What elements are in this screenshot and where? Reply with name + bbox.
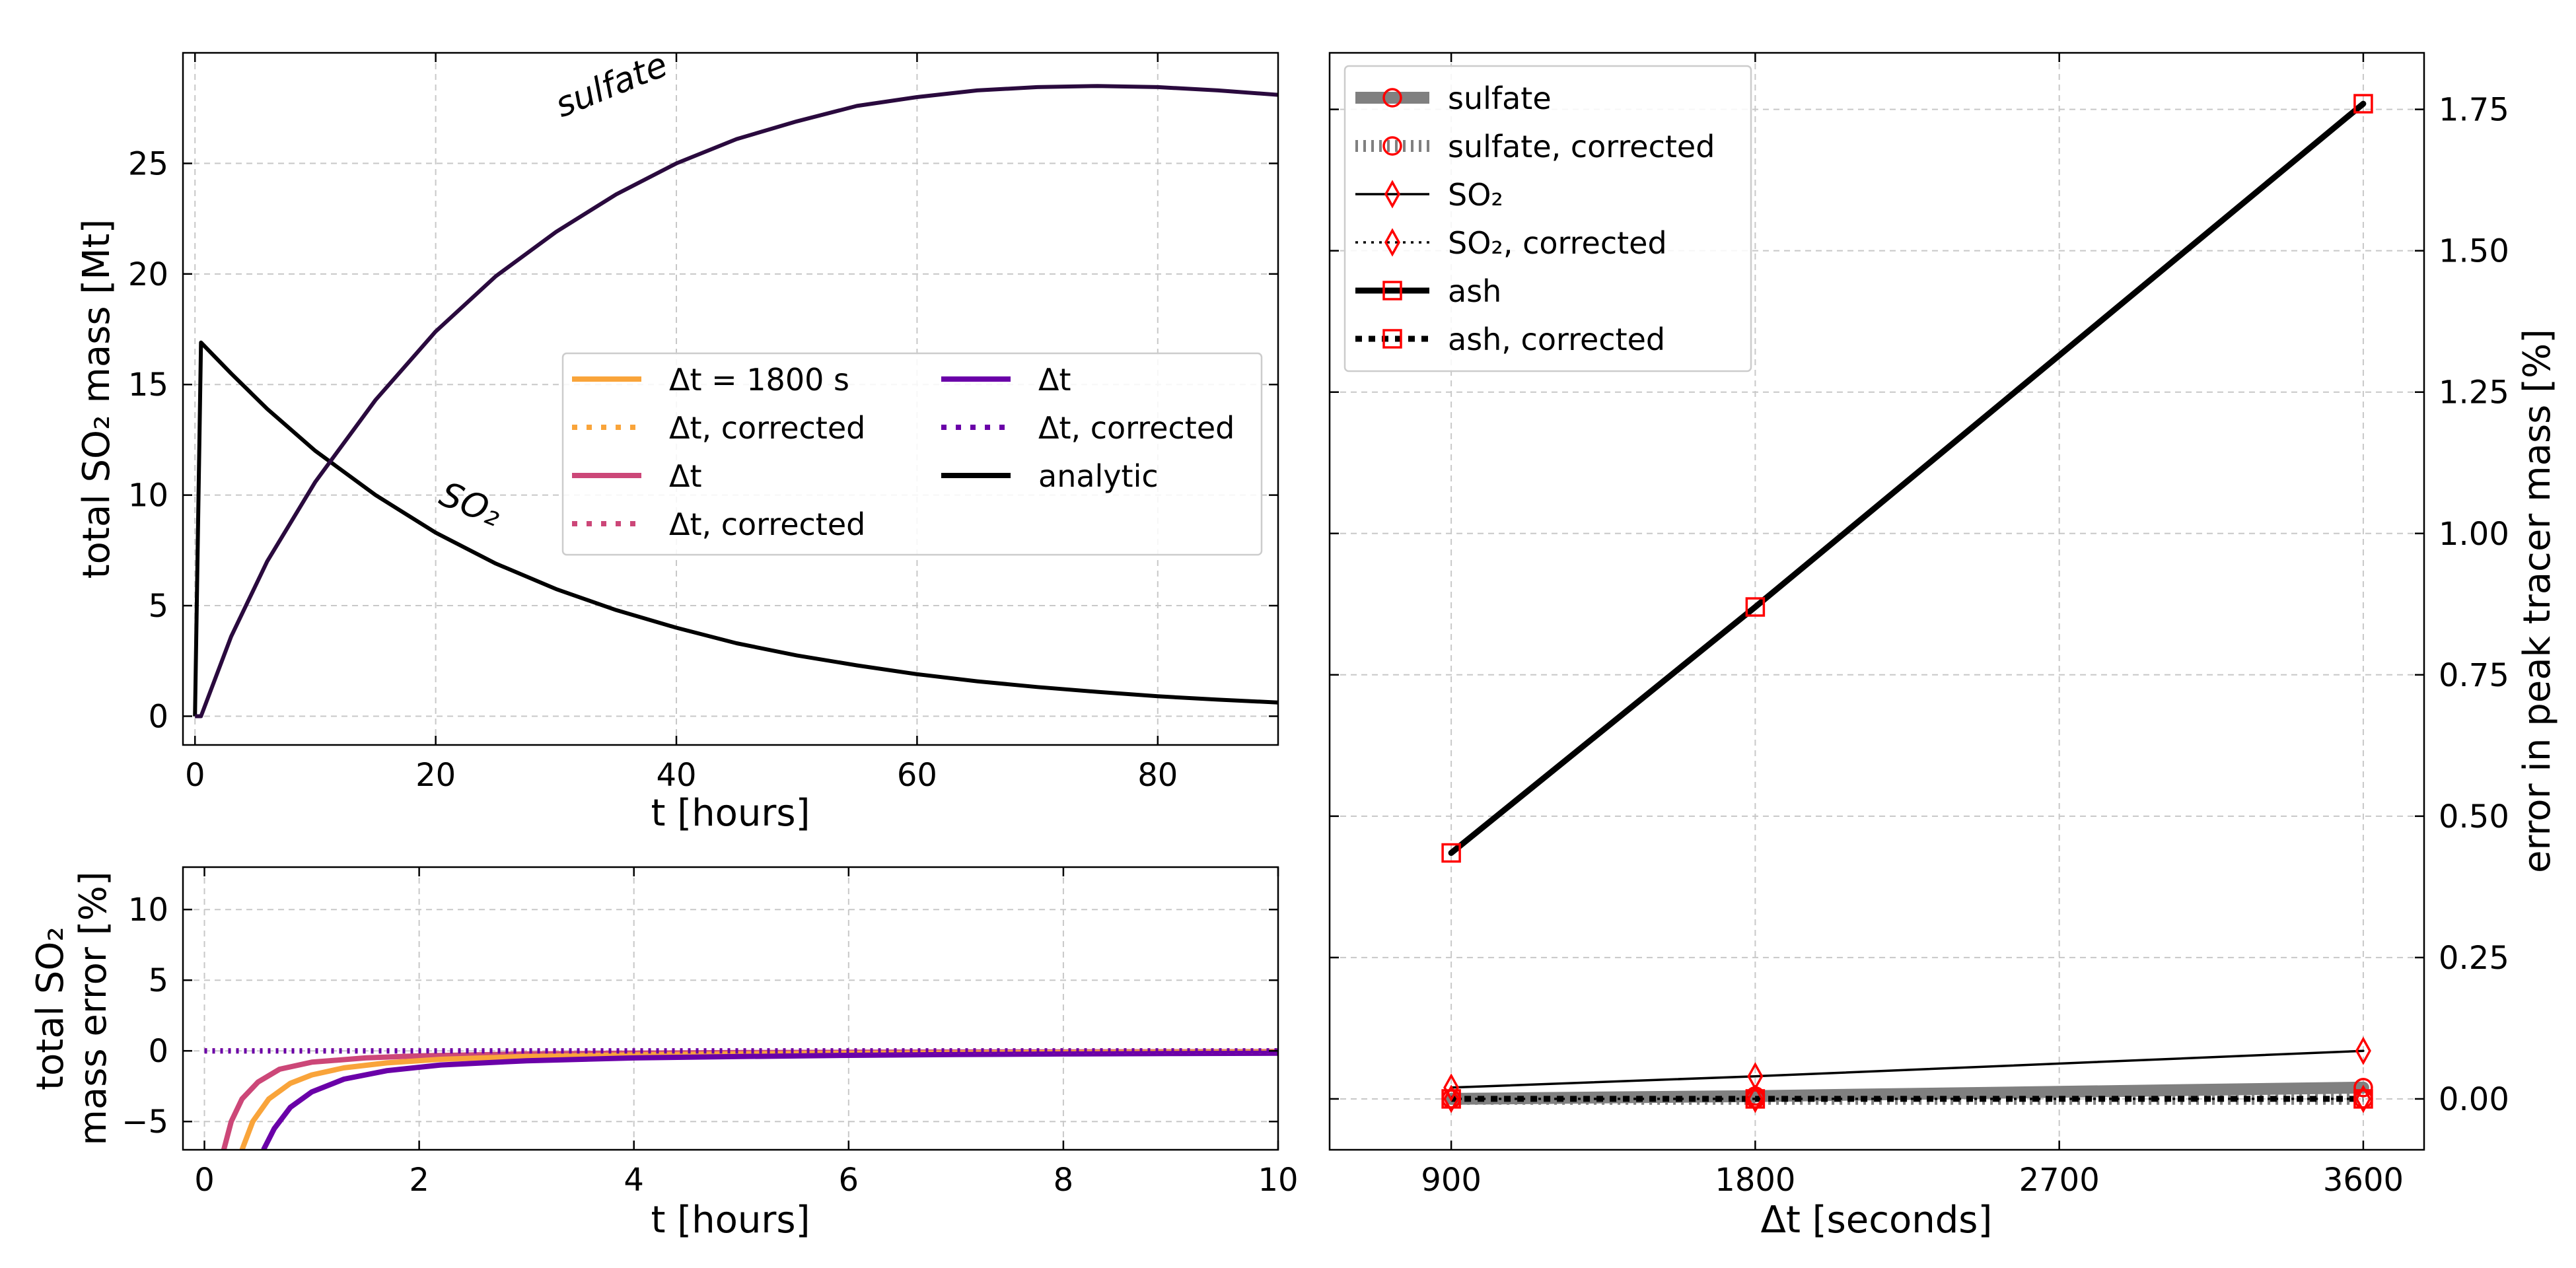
- legend-right: sulfate sulfate, corrected SO₂ SO₂, correct…: [1343, 65, 1752, 372]
- marker-circle: [2353, 1078, 2373, 1098]
- marker-diamond: [1443, 1073, 1460, 1102]
- ticks-top-left: 0 20 40 60 80 0 5 10 15 20 25: [128, 53, 1278, 794]
- panel-right: 900 1800 2700 3600 0.00 0.25 0.50 0.75 1.00 1.25 1…: [1328, 52, 2559, 1242]
- series-group-bottom-left: [204, 1048, 1278, 1150]
- y-tick-label: 0.25: [2439, 940, 2509, 977]
- y-tick-label: 10: [128, 892, 168, 929]
- y-tick-label: 1.75: [2439, 92, 2509, 129]
- x-tick-label: 3600: [2323, 1162, 2404, 1199]
- y-axis-label-right: error in peak tracer mass [%]: [2516, 329, 2559, 873]
- legend-label: Δt: [1038, 362, 1071, 398]
- x-axis-label-top-left: t [hours]: [651, 792, 810, 835]
- x-tick-label: 2700: [2019, 1162, 2100, 1199]
- legend-label: Δt: [669, 458, 702, 494]
- x-tick-label: 900: [1421, 1162, 1482, 1199]
- legend-box-top-left: [561, 352, 1263, 556]
- axes-frame-bottom-left: [182, 866, 1279, 1151]
- series-line-SO₂: [193, 340, 1278, 717]
- x-tick-label: 10: [1258, 1162, 1298, 1199]
- marker-square: [1441, 843, 1461, 863]
- marker-square: [1745, 1089, 1766, 1109]
- x-tick-label: 6: [839, 1162, 859, 1199]
- series-line-SO₂: [1450, 1049, 2365, 1089]
- marker-diamond: [1747, 1084, 1764, 1113]
- y-axis-label-bottom-left-line1: total SO₂: [29, 927, 72, 1090]
- y-tick-label: 15: [128, 367, 168, 404]
- y-axis-label-bottom-left-line2: mass error [%]: [72, 871, 115, 1145]
- marker-square: [1382, 329, 1402, 349]
- marker-diamond: [1443, 1084, 1460, 1113]
- legend-label: SO₂: [1448, 177, 1503, 213]
- legend-label: Δt = 1800 s: [669, 362, 849, 398]
- x-tick-label: 20: [415, 757, 456, 794]
- legend-label: Δt, corrected: [669, 507, 865, 542]
- axes-frame-top-left: [182, 52, 1279, 746]
- legend-label: Δt, corrected: [669, 410, 865, 446]
- legend-label: SO₂, corrected: [1448, 225, 1667, 261]
- ticks-right: 900 1800 2700 3600 0.00 0.25 0.50 0.75 1.00 1.25 1…: [1330, 53, 2509, 1199]
- y-tick-label: 1.25: [2439, 374, 2509, 411]
- ticks-bottom-left: 0 2 4 6 8 10 −5 0 5 10: [122, 867, 1299, 1199]
- y-tick-label: 0: [148, 698, 168, 735]
- x-tick-label: 4: [624, 1162, 644, 1199]
- marker-square: [2353, 1089, 2373, 1109]
- x-axis-label-bottom-left: t [hours]: [651, 1199, 810, 1242]
- y-tick-label: 0.50: [2439, 798, 2509, 835]
- axes-frame-right: [1328, 52, 2425, 1151]
- y-tick-label: 20: [128, 256, 168, 293]
- marker-diamond: [2355, 1084, 2371, 1113]
- legend-label: ash, corrected: [1448, 322, 1665, 357]
- y-axis-label-top-left: total SO₂ mass [Mt]: [75, 219, 118, 579]
- x-tick-label: 80: [1137, 757, 1178, 794]
- plot-area-bottom-left: [183, 867, 1278, 1150]
- legend-label: analytic: [1038, 458, 1159, 494]
- y-tick-label: 1.00: [2439, 516, 2509, 553]
- x-tick-label: 2: [409, 1162, 429, 1199]
- x-tick-label: 8: [1054, 1162, 1074, 1199]
- marker-square: [2353, 94, 2373, 114]
- x-tick-label: 0: [185, 757, 205, 794]
- y-tick-label: 0.00: [2439, 1081, 2509, 1118]
- legend-box-right: [1343, 65, 1752, 372]
- legend-top-left: Δt = 1800 s Δt, corrected Δt Δt, corrected Δ…: [561, 352, 1263, 556]
- marker-circle: [1382, 136, 1402, 156]
- y-tick-label: 25: [128, 145, 168, 182]
- marker-diamond: [2355, 1036, 2371, 1065]
- x-tick-label: 0: [194, 1162, 215, 1199]
- x-axis-label-right: Δt [seconds]: [1761, 1199, 1993, 1242]
- y-tick-label: 5: [148, 588, 168, 625]
- legend-label: Δt, corrected: [1038, 410, 1234, 446]
- marker-square: [1441, 1089, 1461, 1109]
- series-group-right: [1441, 94, 2373, 1113]
- x-tick-label: 40: [656, 757, 696, 794]
- y-tick-label: 0: [148, 1033, 168, 1070]
- marker-circle: [1382, 88, 1402, 108]
- y-tick-label: 0.75: [2439, 657, 2509, 694]
- legend-label: ash: [1448, 273, 1501, 309]
- series-line-sulfate: [195, 84, 1278, 719]
- error-series-line: [261, 1050, 1278, 1150]
- marker-square: [1745, 597, 1766, 617]
- series-group-top-left: [193, 84, 1278, 719]
- x-tick-label: 1800: [1715, 1162, 1795, 1199]
- marker-diamond: [1384, 228, 1401, 257]
- marker-square: [1382, 281, 1402, 300]
- marker-diamond: [1384, 180, 1401, 209]
- y-tick-label: 5: [148, 962, 168, 999]
- legend-label: sulfate, corrected: [1448, 129, 1715, 164]
- y-tick-label: 1.50: [2439, 233, 2509, 270]
- x-tick-label: 60: [897, 757, 937, 794]
- y-tick-label: 10: [128, 477, 168, 514]
- legend-label: sulfate: [1448, 81, 1552, 116]
- y-tick-label: −5: [122, 1104, 168, 1141]
- series-line-ash: [1448, 100, 2367, 856]
- panel-bottom-left: 0 2 4 6 8 10 −5 0 5 10 t [hours] total SO₂ mass e…: [29, 866, 1299, 1242]
